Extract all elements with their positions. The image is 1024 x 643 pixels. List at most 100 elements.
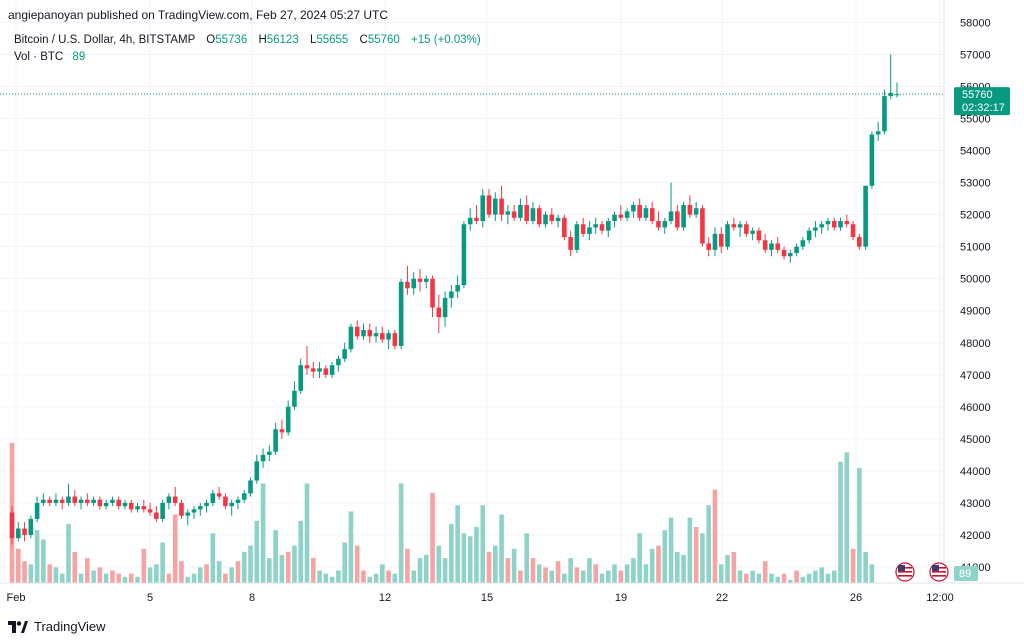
volume-bar	[781, 573, 787, 583]
candle	[825, 217, 831, 231]
volume-badge-value: 89	[959, 568, 971, 580]
volume-bar	[91, 570, 96, 583]
volume-bar	[750, 570, 755, 583]
us-flag-icon[interactable]	[929, 562, 949, 582]
us-flag-icon[interactable]	[895, 562, 915, 582]
volume-bar	[248, 545, 253, 583]
price-tick-label: 44000	[960, 466, 991, 478]
time-tick-label: 5	[147, 592, 153, 604]
candle	[530, 201, 536, 225]
candle	[524, 195, 529, 225]
price-tick-label: 43000	[960, 498, 991, 510]
candle	[499, 185, 504, 222]
candle	[47, 496, 52, 507]
volume-bar	[775, 576, 781, 583]
footer-branding[interactable]: TradingView	[8, 619, 106, 634]
volume-label[interactable]: Vol · BTC	[14, 51, 64, 63]
candle	[593, 217, 599, 234]
volume-bar	[216, 561, 222, 583]
price-tick-label: 46000	[960, 402, 991, 414]
candle	[568, 230, 573, 257]
volume-bar	[543, 567, 548, 583]
candle	[329, 361, 335, 378]
volume-bar	[687, 517, 693, 583]
candle	[310, 361, 316, 378]
change-value: +15 (+0.03%)	[411, 34, 481, 46]
candle	[675, 205, 680, 231]
volume-bar	[706, 505, 712, 583]
candle	[775, 237, 781, 254]
volume-bar	[524, 533, 529, 583]
volume-bar	[637, 533, 642, 583]
volume-bar	[857, 467, 862, 583]
candle	[461, 221, 467, 289]
candle	[15, 522, 21, 542]
candle	[687, 195, 693, 218]
candle	[750, 227, 755, 241]
candle	[285, 400, 291, 436]
volume-bar	[97, 567, 103, 583]
time-axis: Feb 5 8 12 15 19 22 26 12:00	[7, 592, 954, 604]
candle	[298, 358, 304, 395]
candle	[555, 214, 561, 228]
volume-bar	[147, 567, 153, 583]
chart-legend: Bitcoin / U.S. Dollar, 4h, BITSTAMP O557…	[14, 32, 481, 66]
candle	[894, 82, 900, 98]
candle	[229, 499, 234, 516]
candle	[700, 205, 705, 247]
high-value: 56123	[266, 34, 299, 46]
price-tick-label: 52000	[960, 210, 991, 222]
volume-bar	[47, 564, 52, 583]
volume-bar	[800, 576, 806, 583]
price-tick-label: 57000	[960, 49, 991, 61]
volume-bar	[486, 551, 492, 583]
candle	[787, 249, 793, 263]
candle	[781, 246, 787, 260]
price-badge: 55760 02:32:17	[954, 87, 1010, 116]
candle	[869, 131, 875, 189]
candle	[756, 227, 762, 244]
open-value: 55736	[215, 34, 248, 46]
volume-bar	[850, 548, 856, 583]
candle	[110, 496, 115, 507]
price-badge-value: 55760	[962, 89, 993, 101]
candle	[279, 419, 285, 439]
volume-bar	[398, 483, 404, 583]
volume-bar	[28, 564, 34, 583]
volume-bar	[342, 542, 347, 583]
volume-bar	[172, 514, 178, 583]
volume-bar	[310, 558, 316, 583]
candle	[223, 493, 228, 510]
candle	[191, 506, 197, 519]
volume-bar	[273, 530, 278, 583]
volume-bar	[662, 530, 668, 583]
candle	[518, 198, 523, 222]
volume-bar	[179, 561, 184, 583]
volume-bar	[34, 530, 40, 583]
time-tick-label: 22	[716, 592, 728, 604]
candle	[160, 499, 165, 523]
symbol-title[interactable]: Bitcoin / U.S. Dollar, 4h, BITSTAMP	[14, 34, 196, 46]
candle	[831, 217, 837, 231]
volume-bar	[568, 558, 573, 583]
volume-bar	[72, 551, 78, 583]
candle	[204, 499, 209, 513]
volume-bar	[474, 527, 479, 583]
volume-bar	[718, 564, 724, 583]
volume-bar	[769, 573, 774, 583]
candle	[882, 89, 887, 135]
candle	[492, 192, 498, 222]
candle	[235, 496, 241, 510]
footer-brand-text: TradingView	[34, 619, 106, 634]
volume-bar	[499, 514, 504, 583]
volume-bar	[838, 461, 843, 583]
candle	[863, 185, 868, 250]
candle	[392, 329, 398, 350]
open-label: O	[206, 34, 216, 46]
grid-lines	[0, 0, 944, 583]
volume-bar	[649, 548, 655, 583]
candle	[147, 502, 153, 516]
candle	[643, 205, 649, 222]
volume-bar	[160, 542, 165, 583]
